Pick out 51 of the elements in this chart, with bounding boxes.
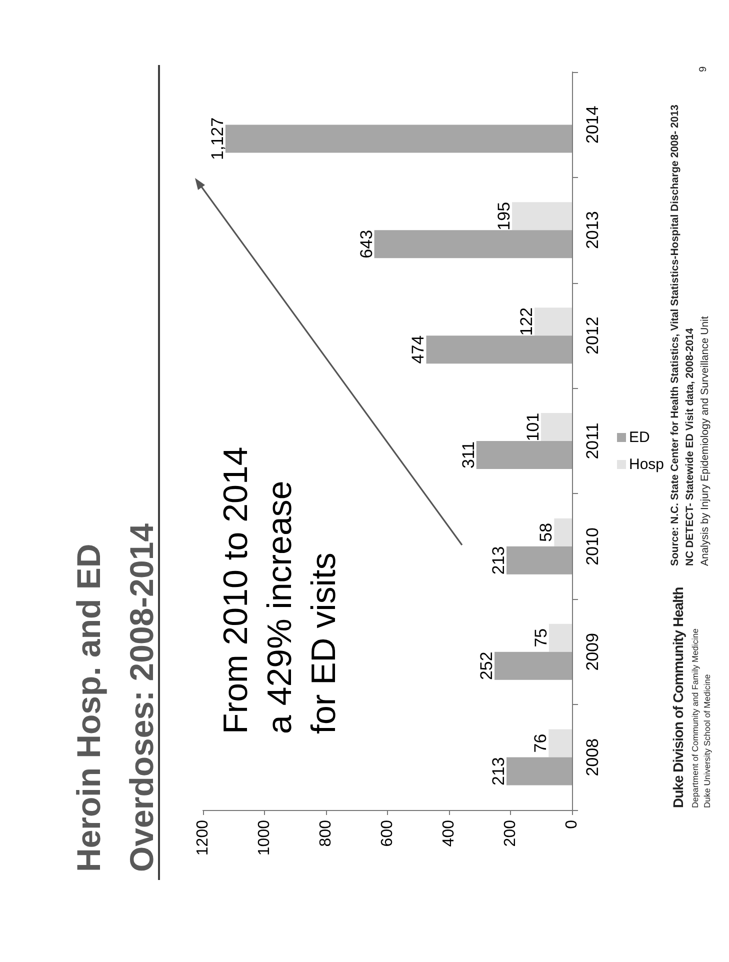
bar <box>548 729 572 758</box>
bar <box>494 652 572 680</box>
data-label: 1,127 <box>208 117 227 160</box>
bar <box>225 124 572 153</box>
source-note: Source: N.C. State Center for Health Statistics, Vital Statistics-Hospital Discharge 2008- 2013 <box>669 104 681 566</box>
data-label: 122 <box>516 307 536 336</box>
text: Heroin Hosp. and ED Overdoses: 2008-2014 <box>69 523 161 872</box>
legend-label: Hosp <box>629 456 664 473</box>
y-tick-label: 2012 <box>583 316 602 354</box>
text: Department of Community and Family Medicine <box>690 628 700 808</box>
data-label: 213 <box>489 546 508 575</box>
text: NC DETECT- Statewide ED Visit data, 2008-2014 <box>684 328 696 566</box>
data-label: 75 <box>531 628 550 648</box>
bar <box>554 518 572 546</box>
x-tick-label: 400 <box>440 820 458 847</box>
data-label: 252 <box>477 652 496 680</box>
x-tick-label: 1200 <box>194 820 212 856</box>
bar <box>512 202 572 230</box>
bar <box>548 624 572 652</box>
bar <box>506 757 572 786</box>
x-tick-label: 200 <box>502 820 519 847</box>
bar <box>534 308 572 336</box>
y-tick-label: 2010 <box>583 528 602 566</box>
text: Duke Division of Community Health <box>670 587 686 808</box>
data-label: 474 <box>408 335 428 364</box>
bar <box>540 413 572 441</box>
y-tick-label: 2009 <box>583 632 602 671</box>
x-tick-label: 600 <box>379 820 396 847</box>
data-label: 643 <box>356 230 376 258</box>
data-label: 311 <box>458 441 478 469</box>
y-tick-label: 2013 <box>583 211 602 250</box>
y-tick-label: 2008 <box>583 738 602 776</box>
text: Analysis by Injury Epidemiology and Surveillance Unit <box>699 316 711 566</box>
legend-label: ED <box>629 429 650 446</box>
data-label: 58 <box>536 522 556 542</box>
data-label: 76 <box>531 734 550 753</box>
data-label: 195 <box>494 202 514 230</box>
annotation: From 2010 to 2014 a 429% increase for ED visits <box>216 446 344 734</box>
y-tick-label: 2014 <box>583 106 602 144</box>
bar <box>506 546 572 574</box>
data-label: 101 <box>523 412 542 442</box>
text: Duke University School of Medicine <box>702 674 712 808</box>
x-tick-label: 1000 <box>256 820 273 856</box>
x-tick-label: 0 <box>564 820 580 829</box>
y-tick-label: 2011 <box>583 422 602 460</box>
bar <box>426 336 572 364</box>
x-tick-label: 800 <box>318 820 334 847</box>
text: 9 <box>698 66 709 72</box>
bar <box>476 441 572 469</box>
data-label: 213 <box>489 757 508 786</box>
bar <box>374 230 572 258</box>
